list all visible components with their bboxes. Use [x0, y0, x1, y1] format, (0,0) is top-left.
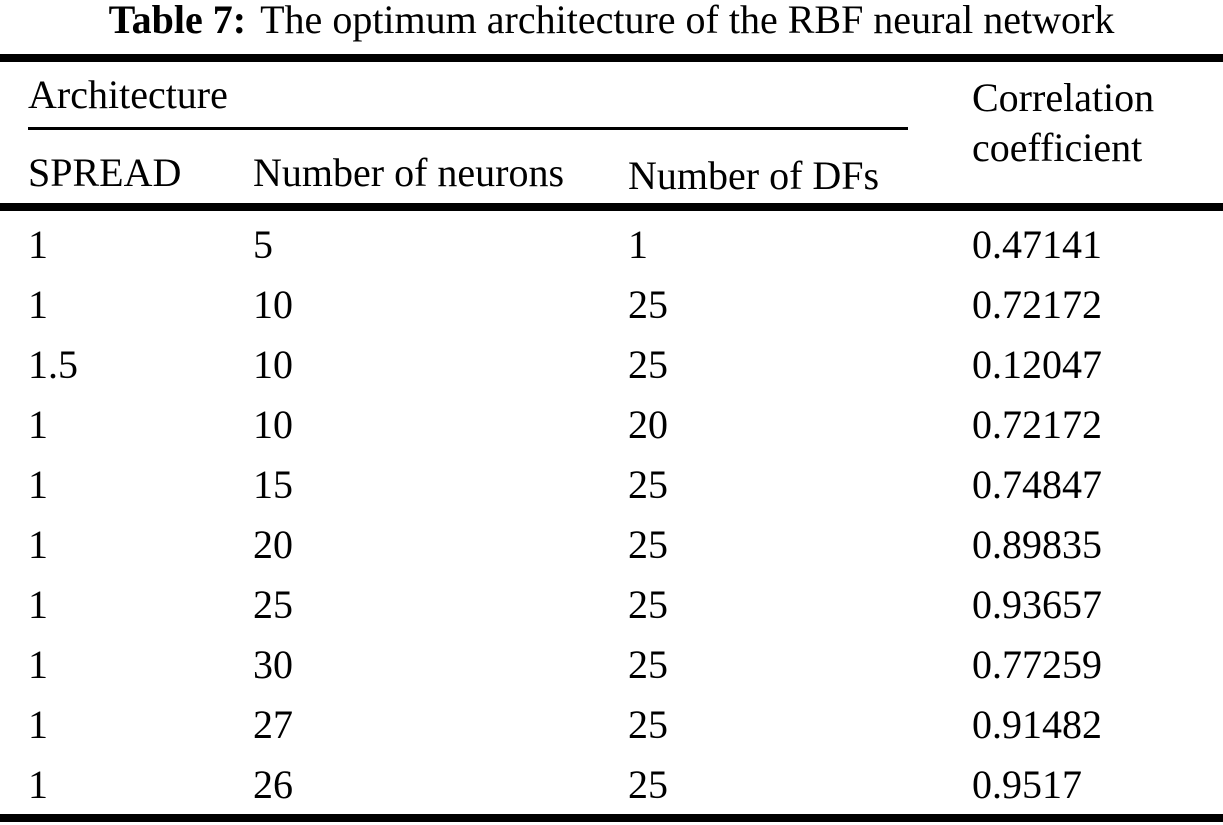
bottom-rule	[0, 814, 1223, 822]
cell-correlation-coefficient: 0.77259	[972, 642, 1102, 687]
cell-correlation-coefficient: 0.74847	[972, 462, 1102, 507]
cell-number-of-dfs: 25	[628, 522, 668, 567]
cell-number-of-dfs: 25	[628, 762, 668, 807]
table-row: 1 10 25 0.72172	[0, 275, 1223, 335]
table-row: 1 20 25 0.89835	[0, 515, 1223, 575]
cell-number-of-neurons: 5	[253, 222, 273, 267]
cell-number-of-neurons: 10	[253, 282, 293, 327]
cell-number-of-neurons: 27	[253, 702, 293, 747]
cell-number-of-neurons: 10	[253, 342, 293, 387]
cell-number-of-neurons: 30	[253, 642, 293, 687]
cell-number-of-neurons: 15	[253, 462, 293, 507]
table-row: 1 26 25 0.9517	[0, 755, 1223, 815]
table-caption: Table 7: The optimum architecture of the …	[0, 0, 1223, 42]
cell-correlation-coefficient: 0.9517	[972, 762, 1082, 807]
cell-number-of-dfs: 25	[628, 462, 668, 507]
cell-spread: 1	[28, 462, 48, 507]
cell-spread: 1	[28, 762, 48, 807]
cell-number-of-neurons: 10	[253, 402, 293, 447]
cell-correlation-coefficient: 0.12047	[972, 342, 1102, 387]
table-row: 1 10 20 0.72172	[0, 395, 1223, 455]
table-row: 1 30 25 0.77259	[0, 635, 1223, 695]
cell-number-of-dfs: 25	[628, 282, 668, 327]
architecture-group-header: Architecture	[28, 72, 228, 117]
cell-spread: 1	[28, 702, 48, 747]
table-body: 1 5 1 0.47141 1 10 25 0.72172 1.5 10 25 …	[0, 215, 1223, 815]
architecture-underline-rule	[28, 127, 908, 130]
cell-correlation-coefficient: 0.72172	[972, 282, 1102, 327]
cell-number-of-dfs: 25	[628, 702, 668, 747]
top-rule	[0, 54, 1223, 62]
correlation-coefficient-header: Correlation coefficient	[972, 75, 1155, 170]
table-row: 1 27 25 0.91482	[0, 695, 1223, 755]
cell-spread: 1	[28, 582, 48, 627]
col-header-spread: SPREAD	[28, 150, 182, 195]
table-row: 1 25 25 0.93657	[0, 575, 1223, 635]
col-header-number-of-dfs: Number of DFs	[628, 153, 880, 198]
table-caption-number: Table 7:	[108, 0, 247, 42]
cell-number-of-dfs: 25	[628, 642, 668, 687]
cell-correlation-coefficient: 0.47141	[972, 222, 1102, 267]
cell-spread: 1	[28, 282, 48, 327]
cell-spread: 1	[28, 222, 48, 267]
cell-number-of-dfs: 25	[628, 582, 668, 627]
table-row: 1 15 25 0.74847	[0, 455, 1223, 515]
cell-number-of-dfs: 1	[628, 222, 648, 267]
cell-spread: 1.5	[28, 342, 78, 387]
cell-number-of-dfs: 25	[628, 342, 668, 387]
cell-correlation-coefficient: 0.72172	[972, 402, 1102, 447]
cell-number-of-neurons: 20	[253, 522, 293, 567]
cell-number-of-neurons: 26	[253, 762, 293, 807]
table-row: 1.5 10 25 0.12047	[0, 335, 1223, 395]
cell-correlation-coefficient: 0.91482	[972, 702, 1102, 747]
table-caption-text: The optimum architecture of the RBF neur…	[260, 0, 1115, 42]
cell-spread: 1	[28, 642, 48, 687]
cell-correlation-coefficient: 0.93657	[972, 582, 1102, 627]
cell-number-of-neurons: 25	[253, 582, 293, 627]
cell-spread: 1	[28, 402, 48, 447]
col-header-number-of-neurons: Number of neurons	[253, 150, 565, 195]
cell-correlation-coefficient: 0.89835	[972, 522, 1102, 567]
table-row: 1 5 1 0.47141	[0, 215, 1223, 275]
cell-number-of-dfs: 20	[628, 402, 668, 447]
cell-spread: 1	[28, 522, 48, 567]
header-rule	[0, 203, 1223, 211]
